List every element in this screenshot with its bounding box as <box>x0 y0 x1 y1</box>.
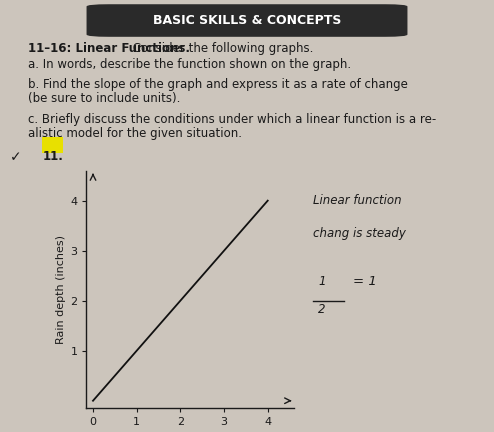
Text: 2: 2 <box>319 303 326 316</box>
Text: 1: 1 <box>319 275 326 288</box>
Y-axis label: Rain depth (inches): Rain depth (inches) <box>56 235 66 344</box>
Text: Linear function: Linear function <box>313 194 402 207</box>
Text: BASIC SKILLS & CONCEPTS: BASIC SKILLS & CONCEPTS <box>153 14 341 27</box>
Text: 11.: 11. <box>43 150 64 163</box>
Text: a. In words, describe the function shown on the graph.: a. In words, describe the function shown… <box>28 58 351 71</box>
Text: ✓: ✓ <box>10 150 22 164</box>
Text: (be sure to include units).: (be sure to include units). <box>28 92 180 105</box>
FancyBboxPatch shape <box>86 4 408 37</box>
Text: Consider the following graphs.: Consider the following graphs. <box>129 42 313 55</box>
Text: b. Find the slope of the graph and express it as a rate of change: b. Find the slope of the graph and expre… <box>28 78 408 91</box>
Text: alistic model for the given situation.: alistic model for the given situation. <box>28 127 242 140</box>
Text: chang is steady: chang is steady <box>313 227 406 240</box>
Text: 11–16: Linear Functions.: 11–16: Linear Functions. <box>28 42 190 55</box>
FancyBboxPatch shape <box>41 137 63 152</box>
Text: c. Briefly discuss the conditions under which a linear function is a re-: c. Briefly discuss the conditions under … <box>28 113 436 126</box>
Text: = 1: = 1 <box>353 275 377 288</box>
